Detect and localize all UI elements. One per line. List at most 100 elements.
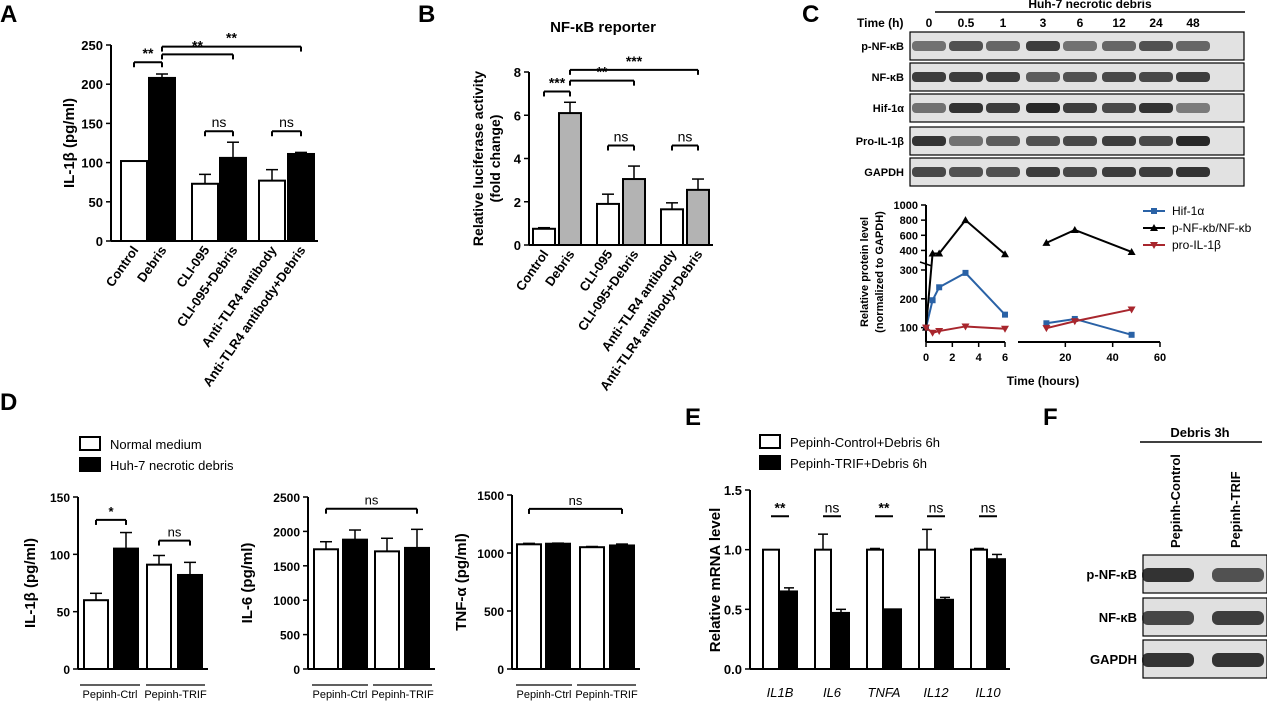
- x-tick-label: 2: [949, 352, 955, 364]
- significance-label: ns: [929, 499, 944, 515]
- bar: [622, 178, 646, 246]
- y-tick-label: 200: [900, 294, 918, 306]
- legend-label: pro-IL-1β: [1172, 238, 1221, 252]
- legend-marker: [1150, 242, 1158, 249]
- bar: [596, 202, 620, 247]
- legend-label: Huh-7 necrotic debris: [110, 458, 234, 473]
- blot-band: [1176, 41, 1210, 51]
- y-tick-label: 500: [484, 605, 504, 619]
- lane-label: Pepinh-Control: [1168, 454, 1183, 548]
- blot-row-label: Pro-IL-1β: [856, 136, 905, 148]
- x-tick-label: IL10: [975, 685, 1001, 700]
- blot-band: [1176, 72, 1210, 82]
- data-point: [1128, 331, 1135, 338]
- bar: [660, 208, 684, 247]
- bar: [884, 608, 902, 670]
- bar: [191, 182, 219, 243]
- data-point: [961, 216, 970, 224]
- significance-label: **: [597, 64, 608, 80]
- y-tick-label: 150: [81, 116, 103, 131]
- panel-letters: A B C D E F: [0, 1, 1058, 431]
- bar: [814, 548, 832, 671]
- blot-band: [1142, 611, 1194, 625]
- legend-label: Normal medium: [110, 437, 202, 452]
- x-tick-label: Control: [513, 247, 552, 293]
- blot-row-label: GAPDH: [864, 167, 904, 179]
- legend-label: p-NF-κb/NF-κb: [1172, 221, 1252, 235]
- blot-band: [1026, 167, 1060, 177]
- blot-band: [1176, 167, 1210, 177]
- data-point: [1001, 325, 1009, 333]
- blot-band: [986, 136, 1020, 146]
- data-point: [1127, 247, 1136, 255]
- data-point: [1127, 306, 1136, 314]
- bar: [404, 546, 430, 670]
- series-line: [1045, 228, 1132, 253]
- y-axis-label: Relative protein level: [859, 217, 871, 327]
- blot-band: [986, 167, 1020, 177]
- blot-band: [1063, 72, 1097, 82]
- significance-label: ns: [365, 493, 379, 508]
- significance-label: ns: [279, 114, 294, 130]
- blot-band: [1212, 568, 1264, 582]
- y-tick-label: 0: [63, 663, 70, 677]
- y-tick-label: 100: [50, 548, 70, 562]
- y-tick-label: 1.5: [724, 483, 742, 498]
- y-tick-label: 1.0: [724, 543, 742, 558]
- bar: [532, 227, 556, 246]
- bar: [148, 76, 176, 243]
- time-point-label: 12: [1112, 16, 1126, 30]
- bar: [113, 547, 139, 670]
- time-point-label: 6: [1077, 16, 1084, 30]
- time-point-label: 24: [1149, 16, 1163, 30]
- y-tick-label: 1000: [894, 200, 918, 212]
- chart-title: NF-κB reporter: [550, 19, 656, 36]
- data-point: [961, 323, 970, 331]
- data-point: [1001, 250, 1009, 258]
- y-tick-label: 250: [81, 38, 103, 53]
- blot-band: [1026, 72, 1060, 82]
- blot-band: [1026, 41, 1060, 51]
- blot-band: [1026, 136, 1060, 146]
- time-point-label: 0: [926, 16, 933, 30]
- data-point: [922, 324, 930, 332]
- lane-label: Pepinh-TRIF: [1228, 471, 1243, 548]
- y-axis-label: IL-1β (pg/ml): [22, 538, 39, 628]
- panel-a: 0 50 100 150 200 250 IL-1β (pg/ml) ** ** ** ns ns Co…: [61, 30, 318, 389]
- data-point: [935, 328, 944, 336]
- y-tick-label: 1000: [477, 547, 504, 561]
- x-tick-label: Debris: [134, 243, 169, 285]
- x-tick-label: 40: [1107, 352, 1119, 364]
- significance-label: ns: [168, 525, 182, 540]
- significance-label: ns: [981, 499, 996, 515]
- panel-b: NF-κB reporter 0 2 4 6 8 Relative luciferase a…: [470, 19, 713, 393]
- y-axis-label-2: (fold change): [487, 115, 503, 203]
- bar: [313, 548, 339, 671]
- x-tick-label: 4: [976, 352, 983, 364]
- blot-band: [949, 136, 983, 146]
- blot-band: [1026, 103, 1060, 113]
- bar: [516, 543, 542, 670]
- blot-band: [986, 72, 1020, 82]
- legend-marker: [1150, 224, 1158, 231]
- y-tick-label: 1000: [273, 594, 300, 608]
- panel-e: Pepinh-Control+Debris 6h Pepinh-TRIF+Debr…: [707, 434, 1010, 700]
- y-tick-label: 0: [497, 663, 504, 677]
- bar: [83, 599, 109, 671]
- y-tick-label: 400: [900, 245, 918, 257]
- x-tick-label: 60: [1154, 352, 1166, 364]
- group-label: Pepinh-Ctrl: [516, 689, 571, 701]
- blot-band: [1102, 136, 1136, 146]
- legend-swatch: [759, 434, 781, 449]
- blot-band: [912, 167, 946, 177]
- significance-label: ***: [549, 74, 566, 90]
- x-tick-label: 0: [923, 352, 929, 364]
- bar: [988, 558, 1006, 670]
- blot-band: [1212, 653, 1264, 667]
- panel-letter-f: F: [1043, 404, 1058, 431]
- y-tick-label: 50: [89, 195, 103, 210]
- group-label: Pepinh-Ctrl: [82, 689, 137, 701]
- time-label: Time (h): [857, 16, 903, 30]
- y-axis-label: TNF-α (pg/ml): [453, 533, 470, 631]
- time-point-label: 1: [1000, 16, 1007, 30]
